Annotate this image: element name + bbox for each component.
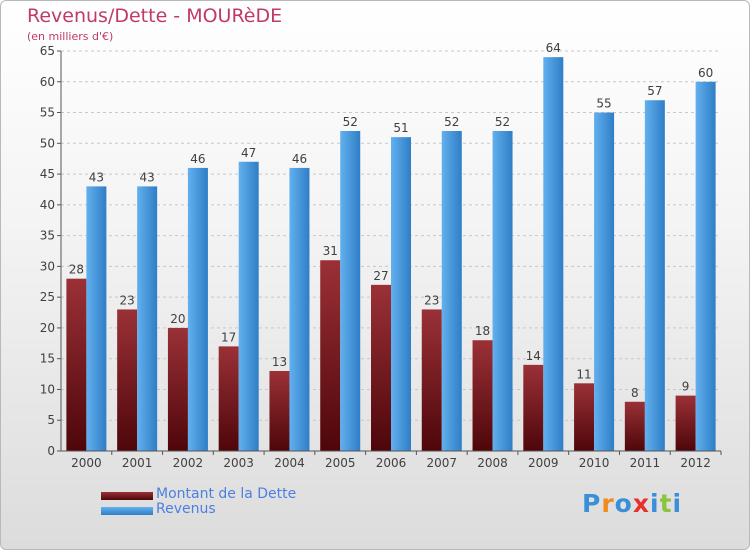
bar-revenus (238, 161, 259, 451)
chart-subtitle: (en milliers d'€) (27, 30, 114, 43)
bar-revenus (391, 137, 411, 451)
logo-letter: i (650, 489, 660, 518)
y-tick-label: 10 (40, 382, 55, 396)
data-label-revenus: 57 (647, 84, 662, 98)
data-label-revenus: 52 (343, 115, 358, 129)
legend-label-revenus: Revenus (156, 501, 216, 517)
data-label-dette: 18 (475, 324, 490, 338)
x-tick-label: 2009 (528, 456, 559, 470)
bar-dette (269, 371, 290, 451)
x-tick-label: 2012 (680, 456, 711, 470)
data-label-revenus: 47 (241, 146, 256, 160)
data-label-dette: 11 (576, 367, 591, 381)
y-tick-label: 60 (40, 75, 55, 89)
data-label-dette: 23 (120, 293, 135, 307)
data-label-dette: 23 (424, 293, 439, 307)
data-label-dette: 31 (323, 244, 338, 258)
bar-dette (218, 346, 239, 451)
logo-letter: x (632, 489, 650, 518)
bar-revenus (137, 186, 158, 451)
y-tick-label: 20 (40, 321, 55, 335)
bar-revenus (86, 186, 107, 451)
logo-letter: P (582, 489, 602, 518)
bar-revenus (441, 131, 462, 451)
bar-revenus (289, 167, 310, 451)
data-label-revenus: 52 (495, 115, 510, 129)
x-tick-label: 2006 (376, 456, 407, 470)
bar-dette (523, 364, 544, 451)
data-label-revenus: 51 (393, 121, 408, 135)
data-label-dette: 9 (682, 380, 690, 394)
bar-dette (472, 340, 493, 451)
bar-dette (320, 260, 341, 451)
data-label-revenus: 64 (546, 41, 561, 55)
x-tick-label: 2001 (122, 456, 153, 470)
bar-revenus (594, 112, 615, 452)
data-label-revenus: 55 (596, 97, 611, 111)
data-label-dette: 20 (170, 312, 185, 326)
data-label-revenus: 46 (190, 152, 205, 166)
bar-dette (421, 309, 442, 451)
y-tick-label: 45 (40, 167, 55, 181)
y-tick-label: 55 (40, 106, 55, 120)
bar-revenus (543, 57, 564, 452)
y-tick-label: 15 (40, 352, 55, 366)
bar-dette (66, 278, 87, 451)
x-tick-label: 2005 (325, 456, 356, 470)
logo-letter: i (672, 489, 683, 518)
logo-letter: r (601, 489, 615, 518)
data-label-dette: 13 (272, 355, 287, 369)
x-tick-label: 2002 (173, 456, 204, 470)
x-tick-label: 2008 (477, 456, 508, 470)
bar-dette (624, 401, 645, 451)
bar-revenus (187, 167, 208, 451)
x-tick-label: 2011 (630, 456, 661, 470)
y-tick-label: 0 (47, 444, 55, 458)
axes: 0 5 10 15 20 25 30 35 40 45 50 55 60 65 2000 2001 2002 20… (40, 44, 722, 470)
bar-revenus (340, 131, 361, 451)
y-tick-label: 50 (40, 136, 55, 150)
bars (66, 57, 716, 452)
x-tick-label: 2000 (71, 456, 102, 470)
x-tick-label: 2007 (426, 456, 457, 470)
y-tick-label: 40 (40, 198, 55, 212)
bar-dette (117, 309, 138, 451)
y-tick-label: 30 (40, 259, 55, 273)
data-label-revenus: 46 (292, 152, 307, 166)
bar-dette (574, 383, 595, 451)
bar-dette (167, 327, 188, 451)
y-tick-label: 5 (47, 413, 55, 427)
data-label-revenus: 52 (444, 115, 459, 129)
chart-title: Revenus/Dette - MOURèDE (27, 5, 283, 27)
data-labels: 28 43 23 43 20 46 17 47 13 46 31 52 27 51 23 52 18 52 14 64… (69, 41, 714, 400)
data-label-revenus: 43 (140, 170, 155, 184)
bar-dette (371, 284, 391, 451)
legend-label-dette: Montant de la Dette (156, 486, 297, 502)
x-tick-label: 2004 (274, 456, 305, 470)
bar-revenus (492, 131, 513, 451)
data-label-dette: 28 (69, 263, 84, 277)
legend-swatch-dette (101, 492, 153, 500)
bar-dette (675, 395, 696, 451)
x-tick-label: 2010 (579, 456, 610, 470)
logo-letter: t (659, 489, 673, 518)
data-label-dette: 14 (526, 349, 541, 363)
data-label-revenus: 60 (698, 66, 713, 80)
x-tick-label: 2003 (223, 456, 254, 470)
bar-revenus (695, 81, 716, 452)
y-tick-label: 35 (40, 229, 55, 243)
data-label-dette: 17 (221, 330, 236, 344)
data-label-dette: 8 (631, 386, 639, 400)
bar-revenus (644, 100, 665, 451)
y-tick-label: 65 (40, 44, 55, 58)
legend-swatch-revenus (101, 507, 153, 515)
data-label-dette: 27 (373, 269, 388, 283)
data-label-revenus: 43 (89, 170, 104, 184)
proxiti-logo: Proxiti (582, 489, 682, 518)
y-tick-label: 25 (40, 290, 55, 304)
logo-letter: o (614, 489, 633, 518)
